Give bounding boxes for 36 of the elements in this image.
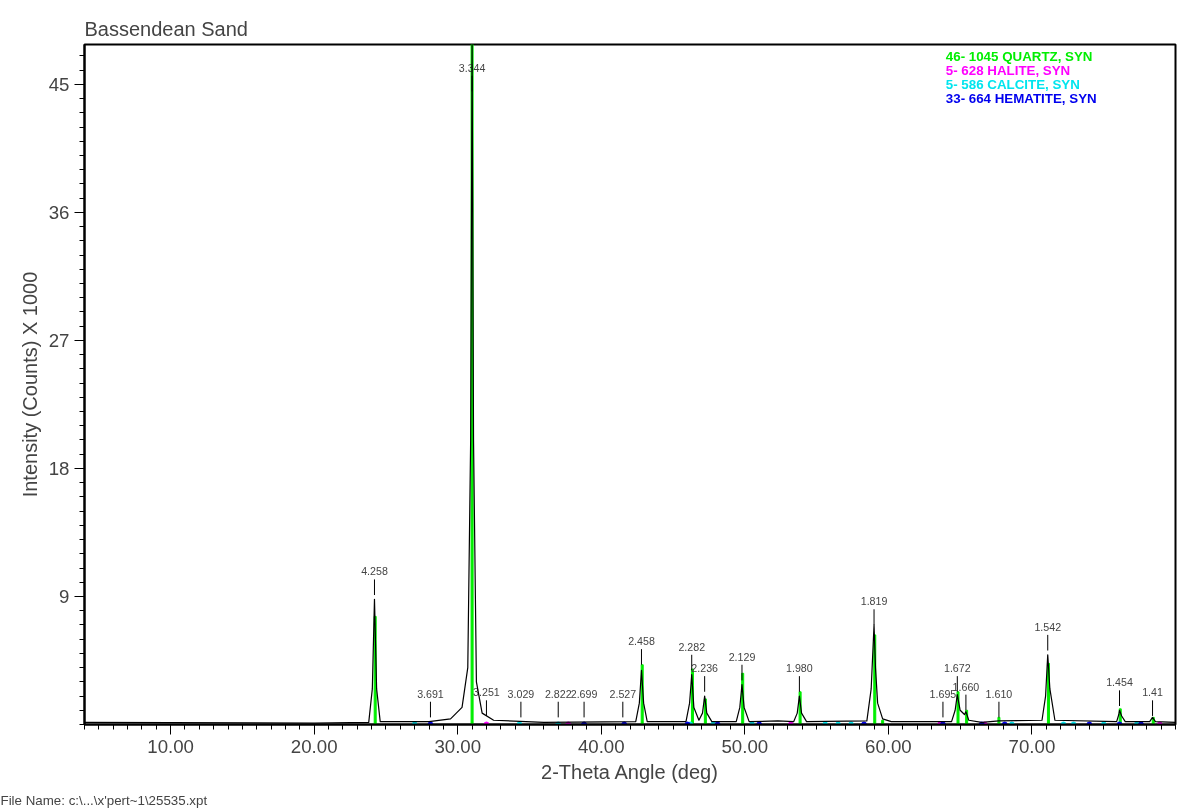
text: 5- 628 HALITE, SYN (945, 63, 1071, 78)
annotation: 1.610 (985, 687, 1013, 700)
y-axis-title: Intensity (Counts) X 1000 (18, 271, 41, 498)
y-tick-label: 9 (59, 585, 70, 607)
x-tick-label: 40.00 (577, 735, 625, 757)
y-tick-label: 18 (48, 457, 70, 479)
annotation: 1.542 (1034, 620, 1062, 633)
y-tick-label: 27 (48, 329, 70, 351)
x-tick-label: 10.00 (147, 735, 194, 757)
x-tick-label: 70.00 (1008, 735, 1056, 757)
annotation: 3.029 (507, 687, 535, 700)
text: File Name: c:\...\x'pert~1\25535.xpt (0, 792, 208, 808)
annotation: 3.691 (417, 687, 444, 700)
text: 33- 664 HEMATITE, SYN (945, 91, 1097, 106)
annotation: 4.258 (361, 565, 388, 578)
annotation: 2.129 (728, 650, 756, 663)
x-tick-label: 60.00 (865, 735, 912, 757)
annotation: 1.980 (786, 662, 813, 675)
annotation: 1.819 (860, 595, 888, 608)
x-tick-label: 20.00 (290, 735, 338, 757)
text: 5- 586 CALCITE, SYN (945, 77, 1080, 92)
annotation: 2.527 (609, 687, 637, 700)
annotation: 1.672 (943, 662, 971, 675)
x-axis-title: 2-Theta Angle (deg) (541, 760, 718, 783)
x-tick-label: 50.00 (721, 735, 769, 757)
text: 46- 1045 QUARTZ, SYN (945, 49, 1093, 64)
y-tick-label: 45 (48, 73, 70, 95)
chart-title: Bassendean Sand (84, 17, 248, 40)
annotation: 2.458 (628, 635, 655, 648)
annotation: 2.282 (678, 640, 706, 653)
annotation: 2.822 (544, 687, 572, 700)
annotation: 1.454 (1106, 676, 1133, 689)
annotation: 2.699 (570, 687, 598, 700)
annotation: 1.41 (1142, 686, 1163, 699)
x-tick-label: 30.00 (434, 735, 482, 757)
y-tick-label: 36 (48, 201, 70, 223)
